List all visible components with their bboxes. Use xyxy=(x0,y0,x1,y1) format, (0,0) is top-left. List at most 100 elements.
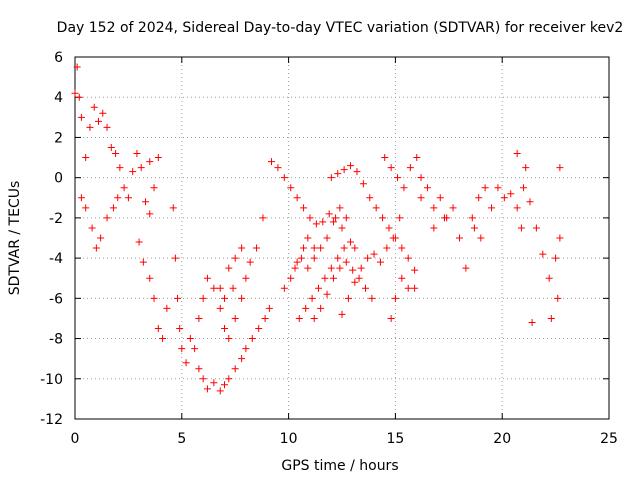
y-tick-label: 0 xyxy=(54,171,63,187)
data-point xyxy=(112,150,120,158)
data-point xyxy=(315,284,323,292)
data-point xyxy=(82,154,90,162)
data-point xyxy=(323,234,331,242)
data-point xyxy=(507,190,515,198)
data-point xyxy=(225,375,233,383)
data-point xyxy=(338,310,346,318)
data-point xyxy=(114,194,122,202)
data-point xyxy=(351,278,359,286)
y-tick-label: -2 xyxy=(49,211,63,227)
data-point xyxy=(216,387,224,395)
data-point xyxy=(146,210,154,218)
y-tick-label: -4 xyxy=(49,251,63,267)
y-tick-label: 6 xyxy=(54,50,63,66)
plot-frame xyxy=(74,56,610,420)
data-point xyxy=(195,365,203,373)
data-points xyxy=(71,63,564,395)
data-point xyxy=(120,184,128,192)
data-point xyxy=(470,224,478,232)
data-point xyxy=(176,325,184,332)
data-point xyxy=(191,345,199,353)
data-point xyxy=(364,254,372,262)
data-point xyxy=(186,335,194,343)
data-point xyxy=(137,164,145,172)
data-point xyxy=(449,204,457,212)
data-point xyxy=(334,170,342,178)
data-point xyxy=(174,294,182,302)
data-point xyxy=(398,244,406,252)
data-point xyxy=(455,234,463,242)
data-point xyxy=(359,180,367,188)
data-point xyxy=(293,194,301,202)
data-point xyxy=(297,254,305,262)
data-point xyxy=(94,117,102,125)
data-point xyxy=(169,204,177,212)
data-point xyxy=(150,184,158,192)
data-point xyxy=(73,63,81,71)
data-point xyxy=(361,284,369,292)
data-point xyxy=(329,274,337,282)
data-point xyxy=(82,204,90,212)
data-point xyxy=(349,266,357,274)
data-point xyxy=(398,274,406,282)
data-point xyxy=(116,164,124,172)
data-point xyxy=(329,218,337,226)
data-point xyxy=(387,314,395,322)
data-point xyxy=(368,294,376,302)
x-tick-label: 25 xyxy=(600,431,618,447)
data-point xyxy=(462,264,470,272)
data-point xyxy=(310,244,318,252)
data-point xyxy=(306,214,314,222)
data-point xyxy=(323,290,331,298)
data-point xyxy=(139,258,147,266)
data-point xyxy=(295,314,303,322)
data-point xyxy=(475,194,483,202)
data-point xyxy=(389,234,397,242)
data-point xyxy=(357,264,365,272)
data-point xyxy=(216,284,224,292)
data-point xyxy=(255,325,263,332)
data-point xyxy=(477,234,485,242)
data-point xyxy=(159,335,167,343)
x-tick-label: 0 xyxy=(71,431,80,447)
data-point xyxy=(520,184,528,192)
data-point xyxy=(221,381,229,389)
data-point xyxy=(406,164,414,172)
data-point xyxy=(182,359,190,367)
data-point xyxy=(265,304,273,312)
x-tick-label: 15 xyxy=(386,431,404,447)
data-point xyxy=(261,314,269,322)
data-point xyxy=(300,204,308,212)
data-point xyxy=(231,254,239,262)
data-point xyxy=(417,174,425,182)
data-point xyxy=(413,154,421,162)
data-point xyxy=(304,234,312,242)
data-point xyxy=(383,244,391,252)
data-point xyxy=(154,325,162,332)
data-point xyxy=(513,204,521,212)
data-point xyxy=(372,204,380,212)
data-point xyxy=(310,314,318,322)
data-point xyxy=(319,218,327,226)
data-point xyxy=(321,274,329,282)
data-point xyxy=(203,274,211,282)
data-point xyxy=(517,224,525,232)
data-point xyxy=(336,264,344,272)
data-point xyxy=(332,214,340,222)
data-point xyxy=(103,123,111,131)
data-point xyxy=(532,224,540,232)
data-point xyxy=(366,194,374,202)
data-point xyxy=(327,264,335,272)
data-point xyxy=(229,284,237,292)
data-point xyxy=(92,244,100,252)
data-point xyxy=(293,258,301,266)
data-point xyxy=(338,224,346,232)
data-point xyxy=(400,184,408,192)
y-tick-label: -10 xyxy=(40,372,63,388)
data-point xyxy=(150,294,158,302)
data-point xyxy=(221,325,229,332)
data-point xyxy=(404,284,412,292)
data-point xyxy=(221,294,229,302)
data-point xyxy=(178,345,186,353)
data-point xyxy=(556,164,564,172)
